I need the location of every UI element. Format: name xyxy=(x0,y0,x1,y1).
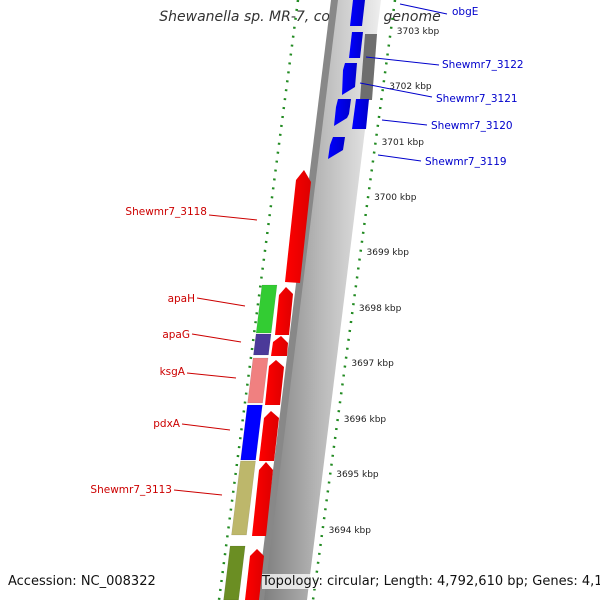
leader-line xyxy=(377,154,422,162)
gene-label-Shewmr7_3119[interactable]: Shewmr7_3119 xyxy=(425,156,507,168)
scale-tick-ring xyxy=(311,0,397,600)
gene-arrow-Shewmr7_3121[interactable] xyxy=(334,99,351,126)
gene-label-obgE[interactable]: obgE xyxy=(452,6,478,18)
leader-line xyxy=(208,214,258,221)
gene-arrow-pdxA[interactable] xyxy=(259,411,279,461)
scale-label: 3696 kbp xyxy=(344,415,387,425)
gene-arrow-next[interactable] xyxy=(245,549,264,600)
leader-line xyxy=(181,423,231,431)
genome-backbone xyxy=(259,0,381,600)
backbone-dark-strip xyxy=(257,0,338,600)
genome-summary: Topology: circular; Length: 4,792,610 bp… xyxy=(262,574,600,589)
next-gene-category[interactable] xyxy=(223,545,246,600)
scale-label: 3694 kbp xyxy=(329,526,372,536)
outer-tick-ring xyxy=(217,0,300,600)
gene-arrow-apaG[interactable] xyxy=(271,336,288,356)
scale-label: 3703 kbp xyxy=(397,27,440,37)
leader-line xyxy=(191,333,242,343)
forward-strand-track xyxy=(245,170,311,600)
gene-label-apaG[interactable]: apaG xyxy=(162,329,190,341)
category-track xyxy=(223,284,278,600)
scale-label: 3697 kbp xyxy=(351,359,394,369)
leader-line xyxy=(381,119,428,126)
gene-arrow-Shewmr7_3119[interactable] xyxy=(328,137,345,159)
gene-label-pdxA[interactable]: pdxA xyxy=(153,418,181,430)
Shewmr7_3113-category[interactable] xyxy=(231,460,256,536)
gene-label-Shewmr7_3121[interactable]: Shewmr7_3121 xyxy=(436,93,518,105)
gene-arrow-Shewmr7_3120[interactable] xyxy=(352,99,369,129)
gene-arrow-ksgA[interactable] xyxy=(265,360,284,405)
scale-label: 3698 kbp xyxy=(359,304,402,314)
leader-line xyxy=(399,3,448,15)
scale-label: 3695 kbp xyxy=(336,470,379,480)
gene-arrow-apaH[interactable] xyxy=(275,287,293,335)
gene-arrow-Shewmr7_3122-a[interactable] xyxy=(349,32,363,58)
apaG-category[interactable] xyxy=(253,333,272,356)
scale-label: 3702 kbp xyxy=(389,82,432,92)
ksgA-category[interactable] xyxy=(247,357,269,404)
gene-label-ksgA[interactable]: ksgA xyxy=(160,366,186,378)
apaH-category[interactable] xyxy=(255,284,278,334)
gene-label-Shewmr7_3113[interactable]: Shewmr7_3113 xyxy=(90,484,172,496)
gene-arrow-Shewmr7_3118[interactable] xyxy=(285,170,311,283)
gene-arrow-Shewmr7_3122[interactable] xyxy=(342,63,357,95)
scale-label: 3699 kbp xyxy=(367,248,410,258)
reverse-strand-track xyxy=(328,0,369,159)
scale-label: 3701 kbp xyxy=(382,138,425,148)
leader-line xyxy=(359,82,433,98)
gene-arrow-obgE[interactable] xyxy=(350,0,365,26)
leader-line xyxy=(173,489,223,496)
gene-label-Shewmr7_3122[interactable]: Shewmr7_3122 xyxy=(442,59,524,71)
accession-label: Accession: NC_008322 xyxy=(8,574,156,589)
leader-line xyxy=(196,297,246,307)
gene-label-Shewmr7_3118[interactable]: Shewmr7_3118 xyxy=(125,206,207,218)
gene-arrow-Shewmr7_3113[interactable] xyxy=(252,462,273,536)
leader-line xyxy=(186,372,237,379)
gene-label-Shewmr7_3120[interactable]: Shewmr7_3120 xyxy=(431,120,513,132)
gene-label-apaH[interactable]: apaH xyxy=(168,293,195,305)
scale-label: 3700 kbp xyxy=(374,193,417,203)
pdxA-category[interactable] xyxy=(240,404,263,461)
leader-line xyxy=(365,56,440,66)
